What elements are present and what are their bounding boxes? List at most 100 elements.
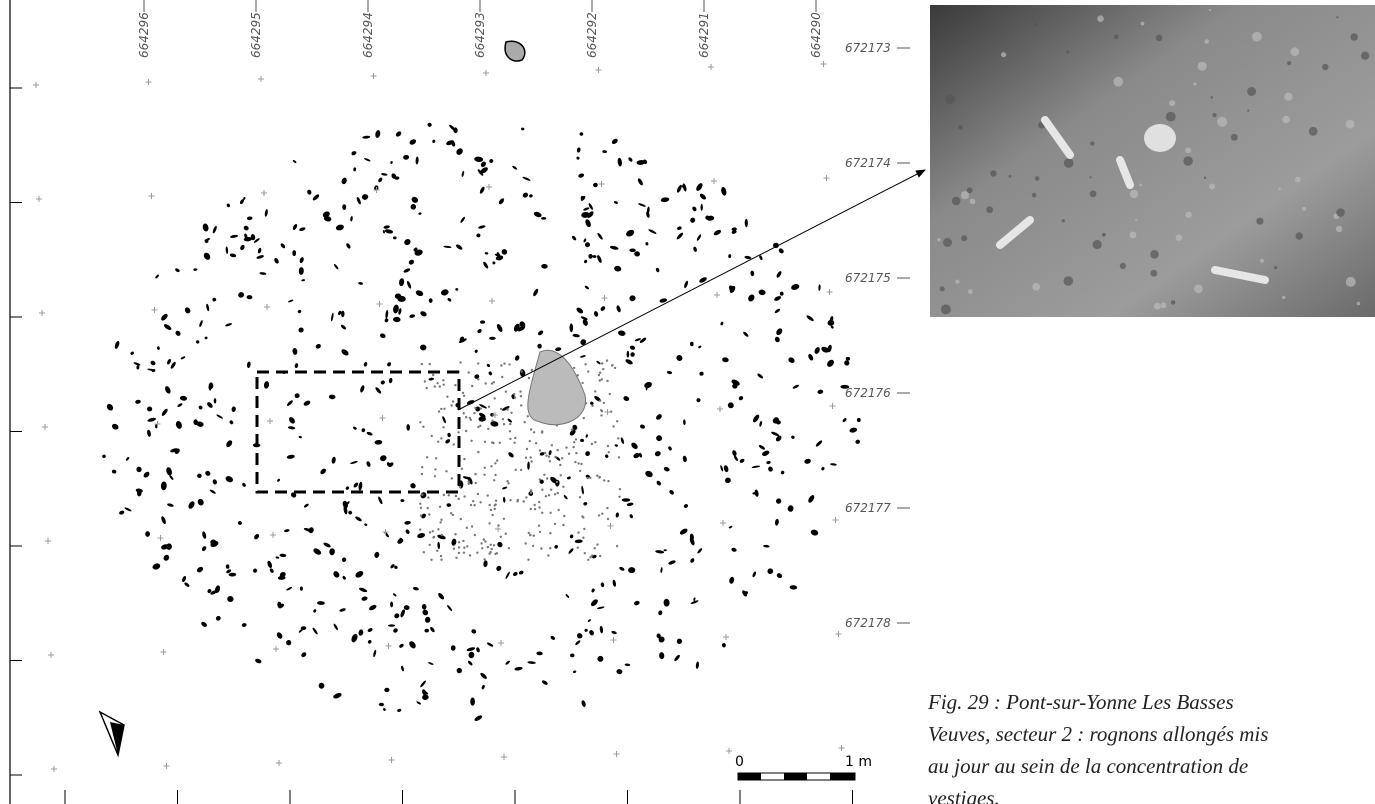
flake [597, 514, 601, 517]
stone [415, 290, 424, 297]
stone [170, 448, 179, 453]
stone [774, 336, 780, 343]
stone [571, 235, 577, 241]
stone [422, 694, 429, 701]
grain [1345, 119, 1355, 129]
flake [532, 534, 535, 537]
stone [342, 204, 347, 210]
grid-cross [45, 538, 51, 544]
grid-cross [501, 754, 507, 760]
flake [543, 473, 546, 476]
stone [351, 633, 358, 643]
stone [674, 654, 680, 662]
stone [411, 196, 419, 203]
stone [362, 135, 371, 139]
flake [493, 507, 496, 511]
flake [599, 371, 602, 374]
stone [394, 613, 400, 619]
x-coordinate: 664293 [473, 12, 487, 58]
stone [399, 278, 405, 287]
stone [341, 310, 345, 318]
flake [460, 467, 464, 470]
flake [525, 447, 529, 451]
flake [599, 554, 602, 558]
stone [106, 403, 114, 411]
stone [401, 665, 404, 672]
grain [969, 198, 976, 205]
stone [358, 282, 363, 285]
stone [628, 567, 636, 574]
stone [343, 505, 348, 515]
stone [565, 594, 570, 598]
grid-cross [39, 310, 45, 316]
stone [539, 452, 545, 456]
flake [506, 408, 509, 411]
stone [750, 270, 755, 277]
grain [986, 206, 994, 214]
stone [474, 715, 483, 722]
stone [202, 531, 207, 539]
stone [808, 353, 814, 361]
stone [849, 427, 858, 433]
stone [588, 203, 594, 210]
stone [537, 343, 542, 349]
stone [656, 414, 662, 420]
stone [684, 280, 689, 289]
stone [597, 255, 602, 263]
stone [623, 396, 630, 402]
grid-cross [489, 298, 495, 304]
stone [550, 635, 556, 640]
flake [538, 506, 541, 509]
stone [393, 628, 398, 633]
stone [226, 203, 231, 208]
stone [505, 660, 510, 665]
stone [209, 489, 216, 494]
grain [1284, 92, 1293, 101]
flake [618, 488, 622, 491]
stone [375, 130, 381, 138]
flake [499, 535, 502, 538]
stone [208, 385, 212, 391]
flake [556, 448, 559, 452]
stone [447, 432, 451, 438]
flake [433, 475, 437, 478]
stone [341, 557, 347, 562]
grain [1032, 282, 1041, 291]
stone [229, 253, 237, 258]
flake [547, 455, 551, 458]
flake [463, 457, 466, 461]
stone [253, 238, 260, 243]
stone [751, 465, 761, 468]
stone [759, 255, 763, 261]
flake [489, 543, 492, 546]
stone [720, 321, 724, 326]
flake [420, 472, 424, 476]
flake [541, 511, 544, 514]
stone [428, 377, 435, 381]
stone [392, 593, 397, 597]
stone [669, 490, 674, 495]
stone [403, 154, 410, 160]
stone [353, 167, 357, 172]
flake [600, 409, 603, 412]
flake [562, 485, 565, 488]
grain [1063, 276, 1074, 286]
stone [263, 381, 270, 389]
flake [538, 478, 541, 481]
stone [445, 439, 451, 444]
grid-cross [370, 73, 377, 79]
stone [479, 186, 485, 194]
stone [102, 454, 106, 459]
flake [477, 362, 480, 365]
grain [1260, 258, 1264, 263]
flake [440, 533, 443, 537]
y-coordinate: 672174 [845, 156, 891, 170]
stone [259, 272, 267, 275]
stone [592, 255, 597, 258]
stone [340, 324, 347, 330]
y-coordinate: 672176 [845, 386, 891, 400]
flake [425, 386, 428, 390]
stone [298, 327, 304, 333]
flake [546, 477, 549, 480]
grain [1089, 176, 1092, 179]
